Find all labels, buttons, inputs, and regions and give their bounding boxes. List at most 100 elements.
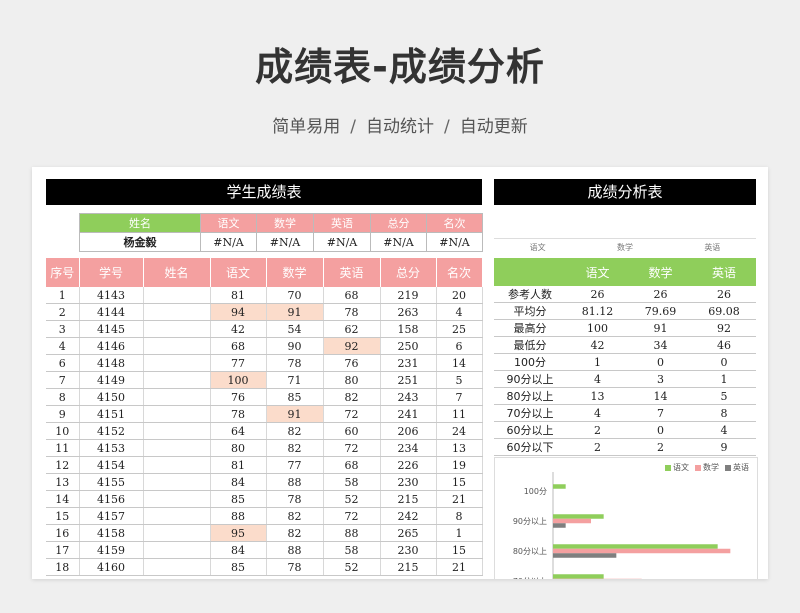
table-cell[interactable]: 91	[266, 405, 324, 423]
table-cell[interactable]: 72	[323, 507, 381, 525]
analysis-cell[interactable]: 79.69	[629, 302, 692, 320]
table-cell[interactable]: 21	[436, 558, 483, 576]
table-cell[interactable]: 78	[210, 405, 267, 423]
table-cell[interactable]: 25	[436, 320, 483, 338]
table-cell[interactable]: 250	[380, 337, 437, 355]
analysis-cell[interactable]: 100	[566, 319, 629, 337]
table-cell[interactable]: 7	[46, 371, 80, 389]
table-cell[interactable]: 10	[46, 422, 80, 440]
table-cell[interactable]	[143, 456, 211, 474]
table-cell[interactable]	[143, 558, 211, 576]
chart-bar[interactable]	[553, 544, 718, 549]
table-cell[interactable]: 18	[46, 558, 80, 576]
analysis-cell[interactable]: 0	[629, 421, 692, 439]
table-cell[interactable]: 100	[210, 371, 267, 389]
table-cell[interactable]: 215	[380, 558, 437, 576]
analysis-cell[interactable]: 4	[692, 421, 756, 439]
table-cell[interactable]: 251	[380, 371, 437, 389]
table-cell[interactable]: 52	[323, 558, 381, 576]
table-cell[interactable]: 11	[436, 405, 483, 423]
table-cell[interactable]: 78	[266, 354, 324, 372]
analysis-cell[interactable]: 26	[692, 286, 756, 303]
table-cell[interactable]: 58	[323, 541, 381, 559]
table-cell[interactable]: 12	[46, 456, 80, 474]
table-cell[interactable]: 77	[210, 354, 267, 372]
analysis-cell[interactable]: 91	[629, 319, 692, 337]
table-cell[interactable]: 4152	[79, 422, 144, 440]
analysis-cell[interactable]: 81.12	[566, 302, 629, 320]
table-cell[interactable]: 231	[380, 354, 437, 372]
table-cell[interactable]: 15	[436, 473, 483, 491]
table-cell[interactable]: 72	[323, 439, 381, 457]
table-cell[interactable]: 4157	[79, 507, 144, 525]
table-cell[interactable]: 4150	[79, 388, 144, 406]
table-cell[interactable]: 80	[323, 371, 381, 389]
table-cell[interactable]: 4158	[79, 524, 144, 542]
table-cell[interactable]: 263	[380, 303, 437, 321]
analysis-cell[interactable]: 8	[692, 404, 756, 422]
analysis-row-label[interactable]: 60分以下	[494, 438, 566, 456]
table-cell[interactable]: 94	[210, 303, 267, 321]
table-cell[interactable]: 24	[436, 422, 483, 440]
table-cell[interactable]: 78	[266, 490, 324, 508]
table-cell[interactable]: 71	[266, 371, 324, 389]
analysis-row-label[interactable]: 最低分	[494, 336, 566, 354]
table-cell[interactable]: 4160	[79, 558, 144, 576]
table-cell[interactable]	[143, 354, 211, 372]
table-cell[interactable]: 219	[380, 287, 437, 304]
analysis-cell[interactable]: 0	[629, 353, 692, 371]
table-cell[interactable]: 85	[210, 558, 267, 576]
table-cell[interactable]	[143, 303, 211, 321]
table-cell[interactable]: 4144	[79, 303, 144, 321]
table-cell[interactable]: 81	[210, 287, 267, 304]
table-cell[interactable]: 2	[46, 303, 80, 321]
table-cell[interactable]: 91	[266, 303, 324, 321]
analysis-row-label[interactable]: 60分以上	[494, 421, 566, 439]
table-cell[interactable]: 90	[266, 337, 324, 355]
table-cell[interactable]: 15	[436, 541, 483, 559]
table-cell[interactable]: 16	[46, 524, 80, 542]
table-cell[interactable]: 1	[46, 287, 80, 304]
table-cell[interactable]: 265	[380, 524, 437, 542]
table-cell[interactable]: 64	[210, 422, 267, 440]
table-cell[interactable]: 8	[46, 388, 80, 406]
table-cell[interactable]: 4153	[79, 439, 144, 457]
table-cell[interactable]: 85	[266, 388, 324, 406]
analysis-row-label[interactable]: 平均分	[494, 302, 566, 320]
analysis-cell[interactable]: 5	[692, 387, 756, 405]
table-cell[interactable]: 5	[436, 371, 483, 389]
analysis-cell[interactable]: 3	[629, 370, 692, 388]
analysis-cell[interactable]: 2	[629, 438, 692, 456]
table-cell[interactable]	[143, 473, 211, 491]
table-cell[interactable]: 4154	[79, 456, 144, 474]
table-cell[interactable]: 70	[266, 287, 324, 304]
chart-bar[interactable]	[553, 484, 566, 489]
analysis-cell[interactable]: 42	[566, 336, 629, 354]
table-cell[interactable]: 3	[46, 320, 80, 338]
table-cell[interactable]: 158	[380, 320, 437, 338]
table-cell[interactable]	[143, 337, 211, 355]
analysis-row-label[interactable]: 参考人数	[494, 286, 566, 303]
table-cell[interactable]	[143, 422, 211, 440]
table-cell[interactable]: 4	[46, 337, 80, 355]
table-cell[interactable]: 78	[323, 303, 381, 321]
table-cell[interactable]: 84	[210, 473, 267, 491]
table-cell[interactable]: 4155	[79, 473, 144, 491]
table-cell[interactable]: 84	[210, 541, 267, 559]
table-cell[interactable]: 4145	[79, 320, 144, 338]
analysis-row-label[interactable]: 90分以上	[494, 370, 566, 388]
chart-bar[interactable]	[553, 518, 591, 524]
table-cell[interactable]: 4143	[79, 287, 144, 304]
analysis-cell[interactable]: 2	[566, 438, 629, 456]
table-cell[interactable]: 72	[323, 405, 381, 423]
table-cell[interactable]: 82	[323, 388, 381, 406]
table-cell[interactable]: 82	[266, 507, 324, 525]
table-cell[interactable]: 226	[380, 456, 437, 474]
table-cell[interactable]: 215	[380, 490, 437, 508]
table-cell[interactable]: 13	[46, 473, 80, 491]
table-cell[interactable]: 230	[380, 541, 437, 559]
table-cell[interactable]	[143, 405, 211, 423]
table-cell[interactable]: 242	[380, 507, 437, 525]
analysis-cell[interactable]: 4	[566, 370, 629, 388]
table-cell[interactable]: 88	[210, 507, 267, 525]
